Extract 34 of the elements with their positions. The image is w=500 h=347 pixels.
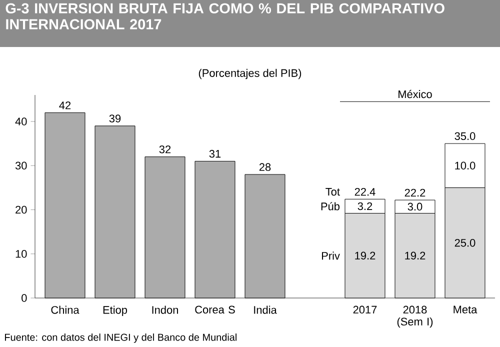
x-tick-label: China [51,306,80,314]
total-label: 22.2 [404,188,426,197]
data-label: 28 [259,163,271,171]
x-tick-label: Corea S [195,306,235,314]
total-label: 35.0 [454,132,476,140]
data-label: 31 [209,150,221,158]
x-tick-label: Meta [454,306,478,314]
annotation: Tot [326,188,340,196]
x-tick-label: 2017 [353,306,377,314]
x-tick-label: 2018 (Sem I) [397,306,433,328]
annotation: México [398,90,432,98]
data-label: 19.2 [355,252,376,260]
data-label: 3.0 [408,202,422,211]
x-tick-label: Indon [152,306,178,314]
x-tick-label: India [254,306,277,314]
source-note: Fuente: con datos del INEGI y del Banco de Mundial [5,334,236,343]
data-label: 3.2 [358,202,372,210]
chart-subtitle: (Porcentajes del PIB) [198,68,302,80]
data-label: 25.0 [454,238,476,247]
chart-title: G-3 INVERSION BRUTA FIJA COMO % DEL PIB COMPARATIVO INTERNACIONAL 2017 [6,3,444,30]
data-label: 10.0 [455,162,476,170]
series-label: Púb [321,202,340,210]
series-label: Priv [322,252,340,260]
y-tick-label: 40 [15,118,27,126]
y-tick-label: 30 [15,162,27,170]
data-label: 32 [159,146,171,154]
y-tick-label: 10 [16,250,27,258]
total-label: 22.4 [354,188,376,196]
data-label: 19.2 [405,252,426,260]
y-tick-label: 20 [16,206,27,214]
y-tick-label: 0 [22,294,27,302]
data-label: 39 [109,114,121,122]
x-tick-label: Etiop [103,306,128,316]
data-label: 42 [59,101,71,110]
